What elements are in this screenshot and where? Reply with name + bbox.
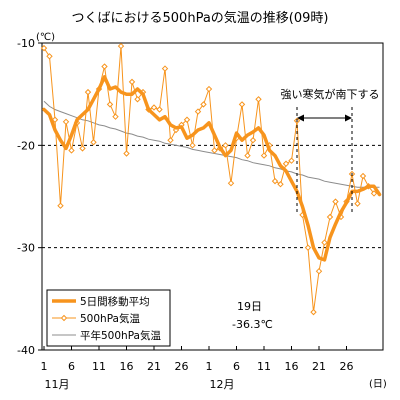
normal-temperature-series xyxy=(43,100,380,188)
daily-temperature-point xyxy=(51,116,59,123)
y-axis-ticks: -10 -20 -30 -40 xyxy=(17,37,42,357)
x-tick-label: 1 xyxy=(41,360,48,373)
daily-temperature-point xyxy=(310,308,317,316)
legend: 5日間移動平均 500hPa気温 平年500hPa気温 xyxy=(46,289,171,347)
daily-temperature-point xyxy=(315,267,323,275)
x-tick-label: 26 xyxy=(340,360,354,373)
daily-temperature-point xyxy=(117,42,125,50)
daily-temperature-point xyxy=(79,145,86,152)
daily-temperature-point xyxy=(90,139,97,146)
cold-air-arrowhead-left xyxy=(297,114,304,122)
moving-average-line xyxy=(42,75,382,262)
normal-temperature-line xyxy=(43,100,380,188)
daily-temperature-point xyxy=(101,63,108,70)
x-axis-unit: (日) xyxy=(369,379,387,390)
y-tick-label: -10 xyxy=(17,37,35,50)
daily-temperature-point xyxy=(46,53,53,60)
daily-temperature-point xyxy=(167,137,174,144)
daily-temperature-point xyxy=(227,179,235,187)
x-tick-label: 11 xyxy=(92,360,106,373)
daily-temperature-point xyxy=(255,96,262,103)
daily-temperature-point xyxy=(68,147,75,154)
daily-temperature-point xyxy=(288,157,295,164)
x-month-label: 12月 xyxy=(210,378,235,391)
daily-temperature-point xyxy=(321,239,328,246)
daily-temperature-point xyxy=(62,118,70,126)
x-tick-label: 6 xyxy=(233,360,240,373)
daily-temperature-point xyxy=(183,116,191,123)
legend-label-moving-average: 5日間移動平均 xyxy=(80,295,150,308)
daily-temperature-point xyxy=(271,177,279,185)
annotations: 強い寒気が南下する 19日 -36.3℃ xyxy=(232,87,380,331)
daily-temperature-point xyxy=(128,78,136,86)
legend-label-normal: 平年500hPa気温 xyxy=(80,329,161,342)
daily-temperature-point xyxy=(123,150,130,157)
x-tick-label: 21 xyxy=(312,360,326,373)
daily-temperature-point xyxy=(200,101,207,108)
y-tick-label: -40 xyxy=(17,344,35,357)
daily-temperature-point xyxy=(194,108,202,115)
legend-label-daily: 500hPa気温 xyxy=(80,312,140,325)
legend-marker-daily xyxy=(60,314,68,322)
daily-temperature-point xyxy=(189,142,196,149)
min-value-label: -36.3℃ xyxy=(232,318,273,331)
daily-temperature-point xyxy=(332,198,339,205)
daily-temperature-point xyxy=(112,113,119,120)
x-tick-label: 26 xyxy=(175,360,189,373)
daily-temperature-point xyxy=(84,88,92,96)
y-tick-label: -30 xyxy=(17,242,35,255)
daily-temperature-point xyxy=(106,101,114,108)
daily-temperature-point xyxy=(222,142,229,149)
plot-area-frame xyxy=(41,42,384,351)
x-tick-label: 16 xyxy=(120,360,134,373)
x-tick-label: 6 xyxy=(68,360,75,373)
x-tick-label: 1 xyxy=(206,360,213,373)
daily-temperature-point xyxy=(156,106,163,113)
daily-temperature-point xyxy=(282,160,290,167)
daily-temperature-point xyxy=(354,200,361,207)
moving-average-series xyxy=(42,75,382,262)
daily-temperature-point xyxy=(370,190,378,197)
daily-temperature-point xyxy=(211,147,218,154)
daily-temperature-point xyxy=(326,213,334,221)
cold-air-arrowhead-right xyxy=(345,114,352,122)
daily-temperature-point xyxy=(205,85,213,93)
x-tick-label: 16 xyxy=(285,360,299,373)
y-axis-unit: (℃) xyxy=(36,32,55,43)
daily-temperature-point xyxy=(277,181,284,188)
daily-temperature-point xyxy=(40,44,48,52)
daily-temperature-point xyxy=(57,202,64,209)
daily-temperature-point xyxy=(244,152,251,159)
y-tick-label: -20 xyxy=(17,139,35,152)
daily-temperature-point xyxy=(161,65,169,72)
daily-temperature-point xyxy=(304,244,312,251)
daily-temperature-point xyxy=(150,104,158,111)
min-day-label: 19日 xyxy=(237,300,262,313)
x-month-label: 11月 xyxy=(45,378,70,391)
daily-temperature-point xyxy=(134,96,141,103)
chart-title: つくばにおける500hPaの気温の推移(09時) xyxy=(72,10,329,26)
x-tick-label: 21 xyxy=(147,360,161,373)
cold-air-annotation: 強い寒気が南下する xyxy=(281,87,380,101)
daily-temperature-point xyxy=(249,137,257,144)
x-tick-label: 11 xyxy=(257,360,271,373)
daily-temperature-point xyxy=(260,152,268,159)
daily-temperature-point xyxy=(238,101,246,108)
daily-temperature-point xyxy=(359,172,367,180)
